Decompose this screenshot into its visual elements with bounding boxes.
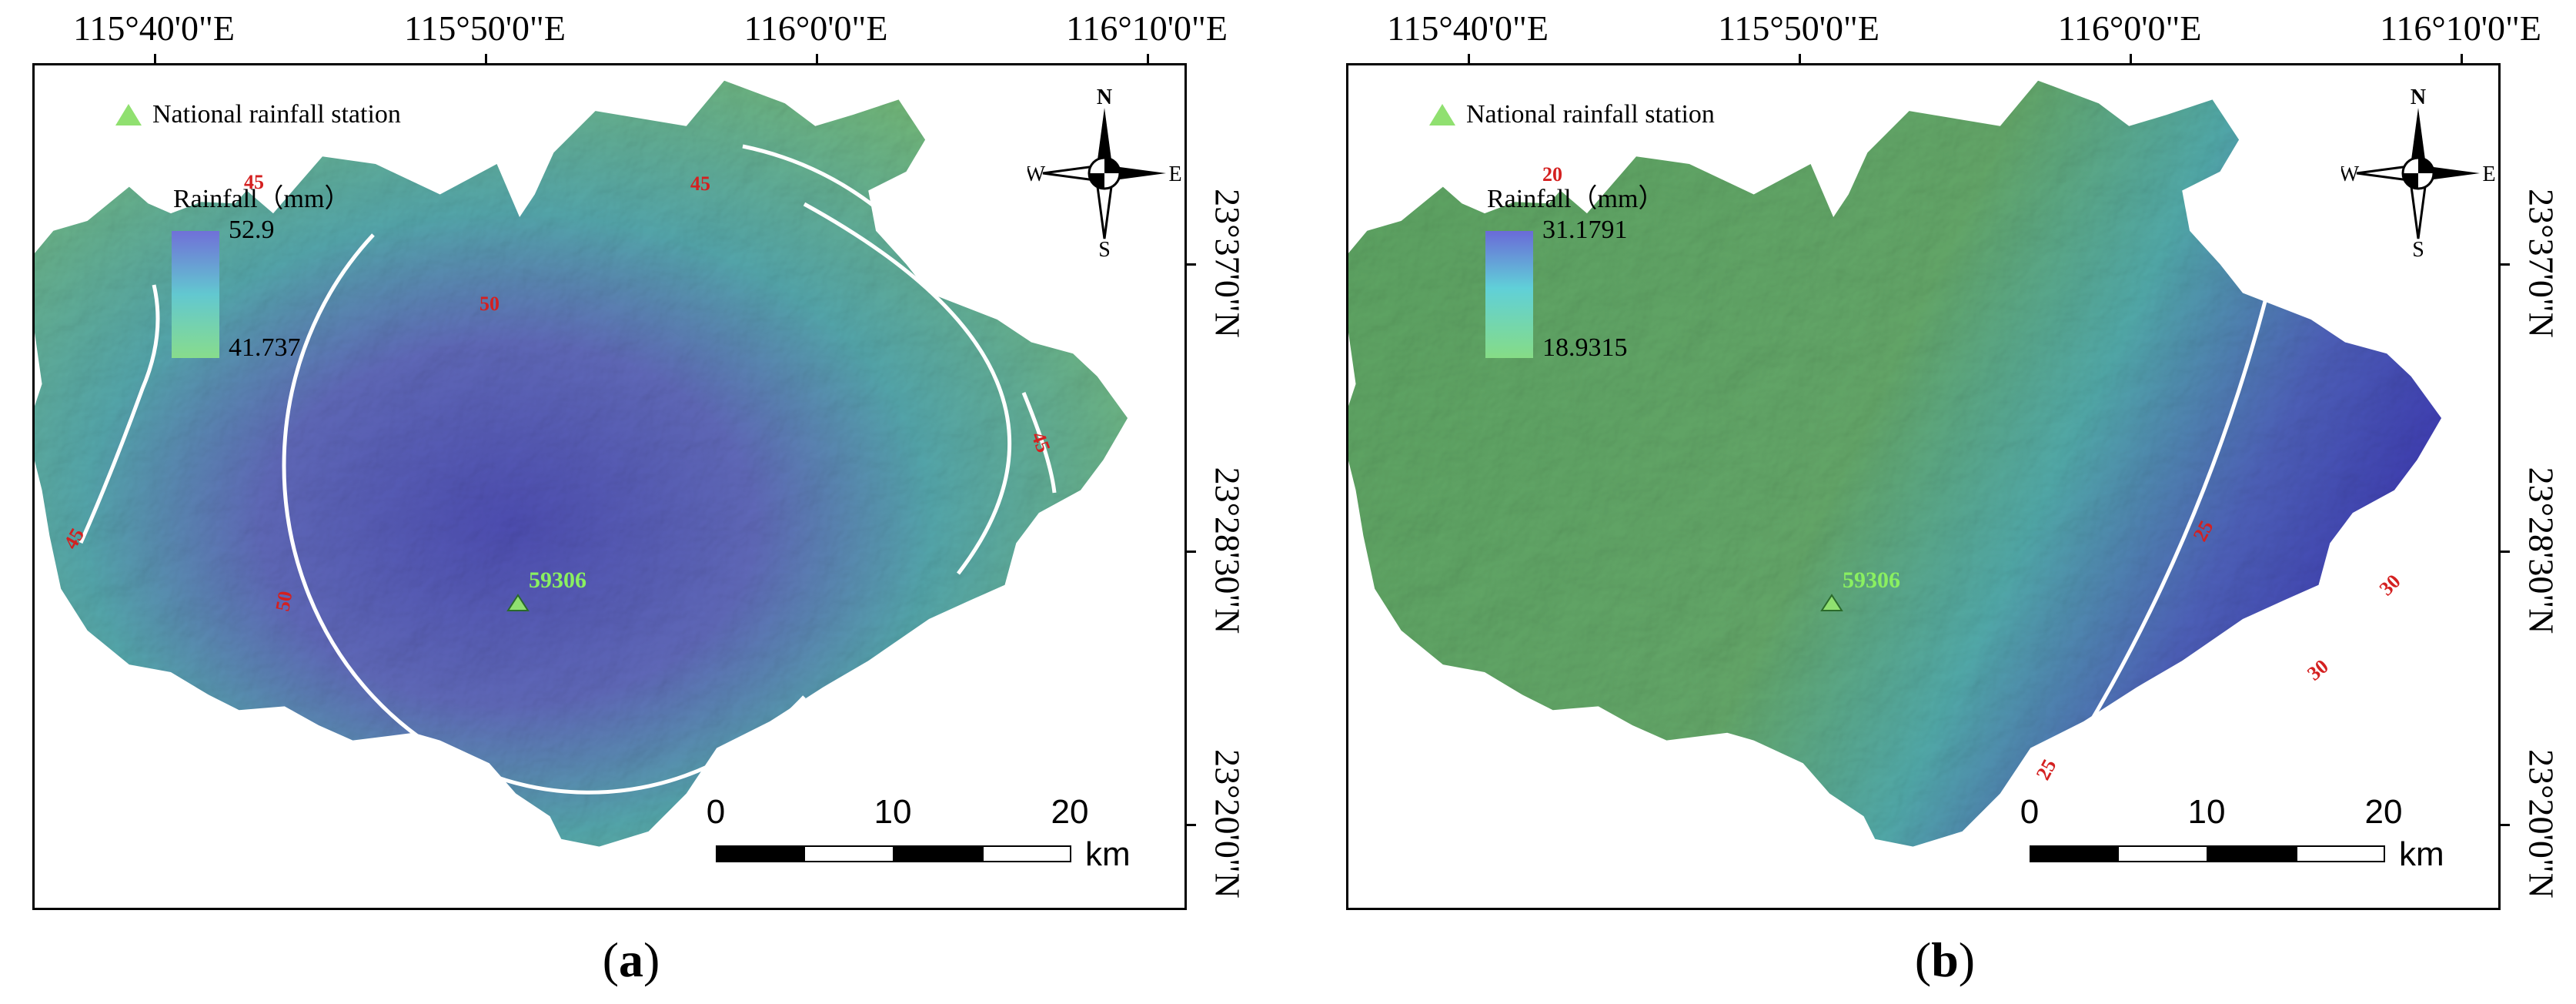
lat-label: 23°28'30"N xyxy=(1208,467,1248,634)
contour-label: 45 xyxy=(244,171,264,193)
lon-label: 115°50'0"E xyxy=(404,8,566,48)
rainfall-min-value: 18.9315 xyxy=(1542,333,1628,362)
rainfall-min-value: 41.737 xyxy=(229,333,301,362)
lon-label: 116°10'0"E xyxy=(1066,8,1228,48)
scale-unit: km xyxy=(2399,835,2444,873)
scale-label: 10 xyxy=(874,793,912,831)
scale-unit: km xyxy=(1085,835,1131,873)
lat-label: 23°28'30"N xyxy=(2521,467,2561,634)
compass-w: W xyxy=(1027,162,1046,186)
station-legend: National rainfall station xyxy=(1429,100,1715,129)
lon-label: 115°40'0"E xyxy=(1387,8,1549,48)
rainfall-color-ramp xyxy=(1485,231,1533,358)
tick xyxy=(2130,54,2132,65)
tick xyxy=(485,54,487,65)
station-label: 59306 xyxy=(1843,567,1900,593)
scale-label: 0 xyxy=(706,793,726,831)
compass-n: N xyxy=(2411,89,2426,109)
tick xyxy=(1468,54,1470,65)
contour-label: 50 xyxy=(479,293,499,315)
contour-label: 50 xyxy=(271,589,296,613)
scale-bar: 0 10 20 km xyxy=(2014,793,2445,885)
lat-label: 23°37'0"N xyxy=(1208,189,1248,338)
station-marker xyxy=(1820,594,1843,611)
lat-label: 23°20'0"N xyxy=(1208,749,1248,899)
scale-bar: 0 10 20 km xyxy=(700,793,1131,885)
station-marker xyxy=(506,594,530,611)
lat-label: 23°20'0"N xyxy=(2521,749,2561,899)
tick xyxy=(1147,54,1149,65)
station-legend-label: National rainfall station xyxy=(152,100,401,129)
compass-rose-icon: N S W E xyxy=(2341,89,2495,258)
tick xyxy=(2499,263,2510,266)
triangle-icon xyxy=(1429,104,1455,126)
tick xyxy=(154,54,156,65)
station-legend: National rainfall station xyxy=(115,100,401,129)
scale-label: 10 xyxy=(2187,793,2226,831)
rainfall-max-value: 31.1791 xyxy=(1542,216,1628,244)
tick xyxy=(816,54,818,65)
tick xyxy=(1185,263,1196,266)
compass-e: E xyxy=(2482,162,2495,186)
tick xyxy=(2499,824,2510,826)
map-frame: 45 45 45 45 50 50 59306 National rainfal… xyxy=(32,63,1187,910)
panel-caption: (b) xyxy=(1914,932,1976,987)
tick xyxy=(1185,551,1196,553)
tick xyxy=(1185,824,1196,826)
compass-e: E xyxy=(1168,162,1181,186)
rainfall-map: 20 25 25 30 30 59306 xyxy=(1348,80,2444,847)
station-label: 59306 xyxy=(529,567,586,593)
compass-s: S xyxy=(2412,238,2424,258)
tick xyxy=(1799,54,1801,65)
lon-label: 115°50'0"E xyxy=(1718,8,1879,48)
rainfall-color-ramp xyxy=(172,231,219,358)
panel-caption: (a) xyxy=(602,932,660,987)
panel-b: 115°40'0"E 115°50'0"E 116°0'0"E 116°10'0… xyxy=(1314,0,2576,1004)
lat-label: 23°37'0"N xyxy=(2521,189,2561,338)
contour-label: 30 xyxy=(2303,655,2333,685)
rainfall-max-value: 52.9 xyxy=(229,216,275,244)
rainfall-map: 45 45 45 45 50 50 59306 xyxy=(35,80,1128,847)
triangle-icon xyxy=(115,104,142,126)
compass-w: W xyxy=(2341,162,2360,186)
station-legend-label: National rainfall station xyxy=(1466,100,1715,129)
rainfall-legend-title: Rainfall（mm） xyxy=(1487,185,1665,213)
tick xyxy=(2499,551,2510,553)
lon-label: 116°0'0"E xyxy=(2057,8,2202,48)
contour-label: 45 xyxy=(690,172,710,195)
lon-label: 116°0'0"E xyxy=(743,8,888,48)
scale-label: 0 xyxy=(2020,793,2040,831)
scale-label: 20 xyxy=(2364,793,2403,831)
compass-rose-icon: N S W E xyxy=(1027,89,1181,258)
compass-n: N xyxy=(1097,89,1112,109)
contour-label: 20 xyxy=(1542,163,1562,186)
panel-a: 115°40'0"E 115°50'0"E 116°0'0"E 116°10'0… xyxy=(0,0,1262,1004)
tick xyxy=(2461,54,2463,65)
lon-label: 116°10'0"E xyxy=(2380,8,2541,48)
map-frame: 20 25 25 30 30 59306 National rainfall s… xyxy=(1346,63,2501,910)
lon-label: 115°40'0"E xyxy=(73,8,235,48)
rainfall-legend-title: Rainfall（mm） xyxy=(173,185,351,213)
scale-label: 20 xyxy=(1051,793,1089,831)
compass-s: S xyxy=(1098,238,1111,258)
